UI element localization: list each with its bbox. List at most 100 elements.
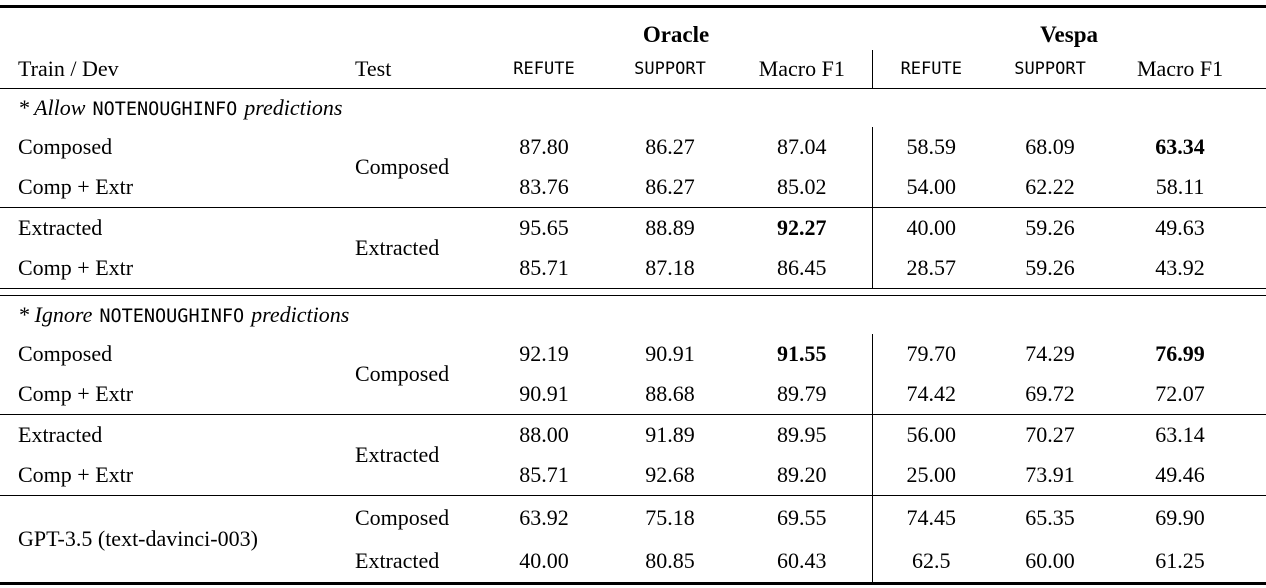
cell-oracle-support: 88.89	[645, 215, 695, 240]
section-title-prefix: * Ignore	[18, 302, 93, 327]
cell-vespa-support: 59.26	[1025, 215, 1075, 240]
cell-oracle-refute: 87.80	[519, 134, 569, 159]
cell-vespa-support: 60.00	[1025, 547, 1075, 573]
cell-vespa-refute: 28.57	[871, 248, 991, 289]
cell-vespa-support: 59.26	[1025, 255, 1075, 280]
cell-test: Extracted	[355, 547, 440, 573]
cell-oracle-macro-f1: 69.55	[777, 504, 827, 530]
section-title-mono: NOTENOUGHINFO	[92, 99, 238, 120]
cell-vespa-macro-f1: 72.07	[1155, 381, 1205, 406]
cell-vespa-macro-f1: 69.90	[1155, 504, 1205, 530]
spacer-cell	[0, 289, 1266, 296]
cell-oracle-refute: 92.19	[519, 341, 569, 366]
section-title-suffix: predictions	[244, 95, 343, 120]
spacer-row	[0, 289, 1266, 296]
cell-train: GPT-3.5 (text-davinci-003)	[18, 526, 258, 551]
section-ignore-block-composed: * Ignore NOTENOUGHINFO predictions Compose…	[0, 296, 1266, 415]
table-row: Extracted Extracted 95.65 88.89 92.27 40…	[0, 207, 1266, 260]
cell-vespa-support: 62.22	[1025, 174, 1075, 199]
table-row: Comp + Extr 85.71 87.18 86.45 28.57 59.2…	[0, 248, 1266, 289]
cell-oracle-macro-f1: 89.95	[777, 422, 827, 447]
cell-vespa-support: 73.91	[1025, 462, 1075, 487]
cell-train: Composed	[18, 134, 113, 159]
section-header-allow: * Allow NOTENOUGHINFO predictions	[0, 89, 1266, 128]
cell-test: Extracted	[355, 442, 440, 467]
cell-oracle-refute: 90.91	[519, 381, 569, 406]
cell-oracle-macro-f1: 92.27	[777, 215, 827, 240]
cell-vespa-macro-f1: 63.34	[1155, 134, 1205, 159]
table-row: Composed Composed 92.19 90.91 91.55 79.7…	[0, 334, 1266, 386]
cell-oracle-support: 86.27	[645, 174, 695, 199]
group-header-row: Oracle Vespa	[0, 7, 1266, 51]
column-header-test: Test	[355, 56, 392, 81]
cell-oracle-support: 88.68	[645, 381, 695, 406]
cell-train: Comp + Extr	[18, 255, 134, 280]
cell-vespa-support: 68.09	[1025, 134, 1075, 159]
cell-vespa-support: 69.72	[1025, 381, 1075, 406]
cell-test: Composed	[355, 154, 450, 179]
cell-vespa-macro-f1: 49.46	[1155, 462, 1205, 487]
cell-vespa-macro-f1: 43.92	[1155, 255, 1205, 280]
cell-train: Extracted	[18, 215, 103, 240]
section-ignore-block-extracted: Extracted Extracted 88.00 91.89 89.95 56…	[0, 414, 1266, 496]
cell-train: Comp + Extr	[18, 174, 134, 199]
cell-oracle-macro-f1: 89.79	[777, 381, 827, 406]
column-header-vespa-support: SUPPORT	[1014, 59, 1086, 79]
cell-vespa-refute: 74.42	[871, 374, 991, 415]
cell-oracle-support: 91.89	[645, 422, 695, 447]
cell-vespa-refute: 58.59	[871, 127, 991, 167]
cell-train: Comp + Extr	[18, 381, 134, 406]
cell-oracle-support: 87.18	[645, 255, 695, 280]
cell-vespa-support: 70.27	[1025, 422, 1075, 447]
cell-oracle-refute: 85.71	[519, 255, 569, 280]
cell-vespa-refute: 62.5	[871, 539, 991, 584]
results-table: Oracle Vespa Train / Dev Test REFUTE SUP…	[0, 5, 1266, 585]
table-row: Extracted 40.00 80.85 60.43 62.5 60.00 6…	[0, 539, 1266, 584]
cell-oracle-refute: 88.00	[519, 422, 569, 447]
cell-vespa-macro-f1: 63.14	[1155, 422, 1205, 447]
double-rule-spacer	[0, 289, 1266, 296]
cell-oracle-refute: 83.76	[519, 174, 569, 199]
column-header-oracle-refute: REFUTE	[513, 59, 575, 79]
section-allow-block-extracted: Extracted Extracted 95.65 88.89 92.27 40…	[0, 207, 1266, 289]
cell-oracle-support: 75.18	[645, 504, 695, 530]
gpt-block: GPT-3.5 (text-davinci-003) Composed 63.9…	[0, 495, 1266, 584]
cell-test: Composed	[355, 361, 450, 386]
cell-test: Composed	[355, 504, 450, 530]
cell-oracle-support: 92.68	[645, 462, 695, 487]
cell-oracle-macro-f1: 60.43	[777, 547, 827, 573]
cell-oracle-refute: 63.92	[519, 504, 569, 530]
cell-vespa-support: 74.29	[1025, 341, 1075, 366]
cell-train: Comp + Extr	[18, 462, 134, 487]
column-header-train-dev: Train / Dev	[18, 56, 119, 81]
cell-oracle-support: 86.27	[645, 134, 695, 159]
column-header-vespa-macro-f1: Macro F1	[1136, 56, 1224, 81]
cell-train: Composed	[18, 341, 113, 366]
section-title-mono: NOTENOUGHINFO	[99, 306, 245, 327]
cell-vespa-macro-f1: 76.99	[1155, 341, 1205, 366]
cell-vespa-macro-f1: 58.11	[1155, 174, 1205, 199]
table-row: Composed Composed 87.80 86.27 87.04 58.5…	[0, 127, 1266, 179]
table-row: Extracted Extracted 88.00 91.89 89.95 56…	[0, 414, 1266, 467]
cell-vespa-refute: 56.00	[871, 414, 991, 455]
cell-vespa-macro-f1: 49.63	[1155, 215, 1205, 240]
section-title: * Allow NOTENOUGHINFO predictions	[0, 89, 1266, 128]
cell-test: Extracted	[355, 235, 440, 260]
cell-oracle-support: 80.85	[645, 547, 695, 573]
table-row: Comp + Extr 83.76 86.27 85.02 54.00 62.2…	[0, 167, 1266, 208]
table-row: Comp + Extr 90.91 88.68 89.79 74.42 69.7…	[0, 374, 1266, 415]
cell-oracle-refute: 85.71	[519, 462, 569, 487]
cell-oracle-support: 90.91	[645, 341, 695, 366]
column-header-vespa-refute: REFUTE	[871, 50, 991, 89]
section-allow-block-composed: * Allow NOTENOUGHINFO predictions Composed…	[0, 89, 1266, 208]
cell-vespa-refute: 79.70	[871, 334, 991, 374]
cell-train: Extracted	[18, 422, 103, 447]
group-header-spacer	[0, 7, 480, 51]
table-header: Oracle Vespa Train / Dev Test REFUTE SUP…	[0, 7, 1266, 89]
cell-oracle-refute: 40.00	[519, 547, 569, 573]
section-title: * Ignore NOTENOUGHINFO predictions	[0, 296, 1266, 335]
cell-vespa-refute: 74.45	[871, 495, 991, 539]
cell-oracle-macro-f1: 91.55	[777, 341, 827, 366]
column-header-oracle-macro-f1: Macro F1	[758, 56, 845, 81]
cell-oracle-refute: 95.65	[519, 215, 569, 240]
